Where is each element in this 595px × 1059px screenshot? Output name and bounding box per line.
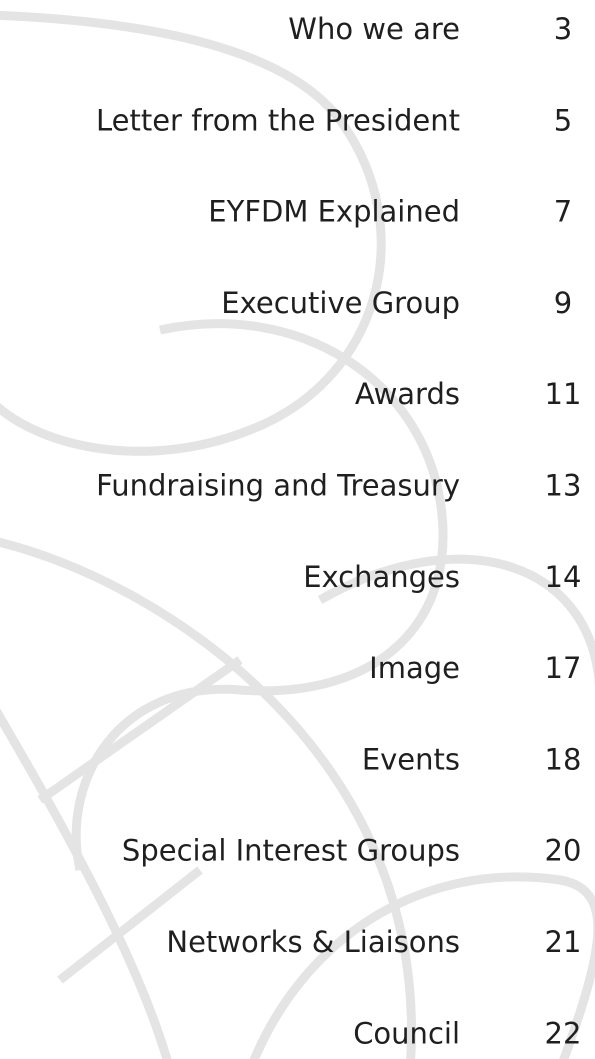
toc-entry-page: 3 <box>554 12 572 46</box>
toc-entry-page: 5 <box>554 103 572 137</box>
toc-entry-page: 22 <box>545 1016 582 1050</box>
toc-entry-title: Exchanges <box>303 560 460 594</box>
background-ornament <box>0 15 595 1059</box>
ornament-curve <box>0 15 381 451</box>
toc-entry-page: 9 <box>554 286 572 320</box>
toc-entry-title: Letter from the President <box>96 103 460 137</box>
toc-entry-title: Image <box>369 651 460 685</box>
toc-entry-page: 14 <box>545 560 582 594</box>
toc-entry-title: Special Interest Groups <box>122 834 460 868</box>
ornament-curve <box>40 660 240 800</box>
toc-page: Who we are 3 Letter from the President 5 EYF… <box>0 0 595 1059</box>
toc-entry-page: 21 <box>545 925 582 959</box>
toc-entry-title: Council <box>353 1016 460 1050</box>
toc-entry-page: 13 <box>545 469 582 503</box>
ornament-curve <box>0 700 170 1059</box>
toc-entry-page: 7 <box>554 195 572 229</box>
toc-entry-page: 11 <box>545 377 582 411</box>
toc-entry-page: 17 <box>545 651 582 685</box>
toc-entry-title: Who we are <box>288 12 460 46</box>
toc-entry-title: Networks & Liaisons <box>166 925 460 959</box>
toc-entry-title: Executive Group <box>221 286 460 320</box>
toc-entry-title: Awards <box>355 377 460 411</box>
toc-entry-title: Events <box>362 742 460 776</box>
toc-entry-title: EYFDM Explained <box>208 195 460 229</box>
toc-entry-page: 20 <box>545 834 582 868</box>
toc-entry-page: 18 <box>545 742 582 776</box>
toc-entry-title: Fundraising and Treasury <box>96 469 460 503</box>
